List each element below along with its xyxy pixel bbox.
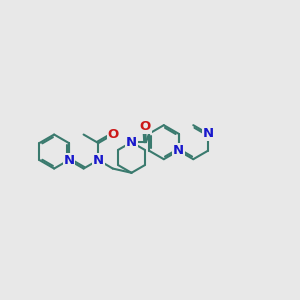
Text: O: O [140,120,151,134]
Text: N: N [202,127,214,140]
Text: N: N [126,136,137,149]
Text: N: N [93,154,104,166]
Text: N: N [173,144,184,157]
Text: N: N [63,154,74,166]
Text: O: O [107,128,119,141]
